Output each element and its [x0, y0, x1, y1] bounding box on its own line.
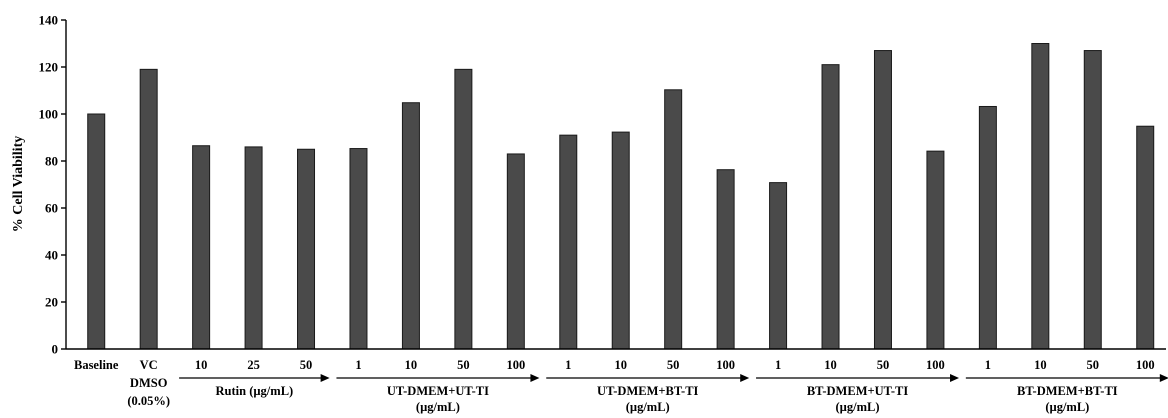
- group-arrowhead: [1159, 374, 1168, 382]
- x-tick-label: VC: [140, 358, 158, 372]
- group-label: (µg/mL): [1045, 400, 1089, 414]
- x-tick-label: 25: [247, 358, 260, 372]
- x-tick-label: 10: [824, 358, 837, 372]
- bar: [716, 169, 735, 350]
- x-tick-label: 10: [614, 358, 627, 372]
- y-axis-ticks: 0 20 40 60 80 100 120 140: [39, 13, 66, 357]
- group-label: Rutin (µg/mL): [216, 384, 294, 398]
- x-tick-label: DMSO: [130, 376, 168, 390]
- bar: [926, 150, 945, 350]
- bar: [506, 153, 525, 350]
- x-tick-label: 1: [985, 358, 991, 372]
- y-tick-label: 20: [45, 295, 58, 310]
- y-axis-label: % Cell Viability: [11, 136, 26, 232]
- y-tick-label: 140: [39, 13, 59, 28]
- y-tick-label: 40: [45, 248, 58, 263]
- bar: [978, 105, 997, 350]
- bar: [139, 68, 158, 350]
- y-tick-label: 80: [45, 154, 58, 169]
- bar: [87, 113, 106, 350]
- x-tick-label: 100: [716, 358, 735, 372]
- group-label: UT-DMEM+UT-TI: [387, 384, 489, 398]
- bar: [401, 102, 420, 350]
- category-labels: Baseline VC DMSO (0.05%) 10 25 50 1 10 50 100 1 10 50…: [74, 358, 1155, 408]
- bar: [297, 148, 316, 350]
- group-label: BT-DMEM+UT-TI: [807, 384, 908, 398]
- group-labels: Rutin (µg/mL) UT-DMEM+UT-TI (µg/mL) UT-DMEM…: [179, 374, 1168, 414]
- x-tick-label: 50: [300, 358, 313, 372]
- bar: [454, 68, 473, 350]
- x-tick-label: 50: [877, 358, 890, 372]
- x-tick-label: Baseline: [74, 358, 119, 372]
- x-tick-label: 50: [667, 358, 680, 372]
- group-arrowhead: [320, 374, 330, 382]
- bar: [349, 148, 368, 350]
- x-tick-label: 100: [926, 358, 945, 372]
- bar: [1031, 43, 1050, 350]
- y-tick-label: 100: [39, 107, 59, 122]
- y-tick-label: 120: [39, 60, 59, 75]
- group-label: (µg/mL): [836, 400, 880, 414]
- x-tick-label: 10: [405, 358, 418, 372]
- bar: [769, 182, 788, 350]
- x-tick-label: 50: [457, 358, 470, 372]
- group-label: (µg/mL): [416, 400, 460, 414]
- x-tick-label: 1: [775, 358, 781, 372]
- bar: [873, 50, 892, 350]
- x-tick-label: 1: [565, 358, 571, 372]
- bar: [821, 64, 840, 350]
- y-tick-label: 0: [52, 342, 59, 357]
- x-tick-label: 10: [1034, 358, 1047, 372]
- bar: [1136, 125, 1155, 350]
- x-tick-label: 100: [1136, 358, 1155, 372]
- x-tick-label: 100: [506, 358, 525, 372]
- y-tick-label: 60: [45, 201, 58, 216]
- x-tick-label: 10: [195, 358, 208, 372]
- group-label: (µg/mL): [626, 400, 670, 414]
- bars: [87, 43, 1155, 350]
- group-label: BT-DMEM+BT-TI: [1017, 384, 1118, 398]
- group-arrowhead: [740, 374, 750, 382]
- x-tick-label: 1: [355, 358, 361, 372]
- bar: [611, 131, 630, 350]
- bar: [192, 145, 211, 350]
- bar: [664, 89, 683, 350]
- group-label: UT-DMEM+BT-TI: [597, 384, 698, 398]
- x-tick-label: 50: [1087, 358, 1100, 372]
- bar: [244, 146, 263, 350]
- bar: [1083, 50, 1102, 350]
- x-tick-label: (0.05%): [127, 394, 170, 408]
- bar: [559, 134, 578, 350]
- group-arrowhead: [950, 374, 960, 382]
- group-arrowhead: [530, 374, 540, 382]
